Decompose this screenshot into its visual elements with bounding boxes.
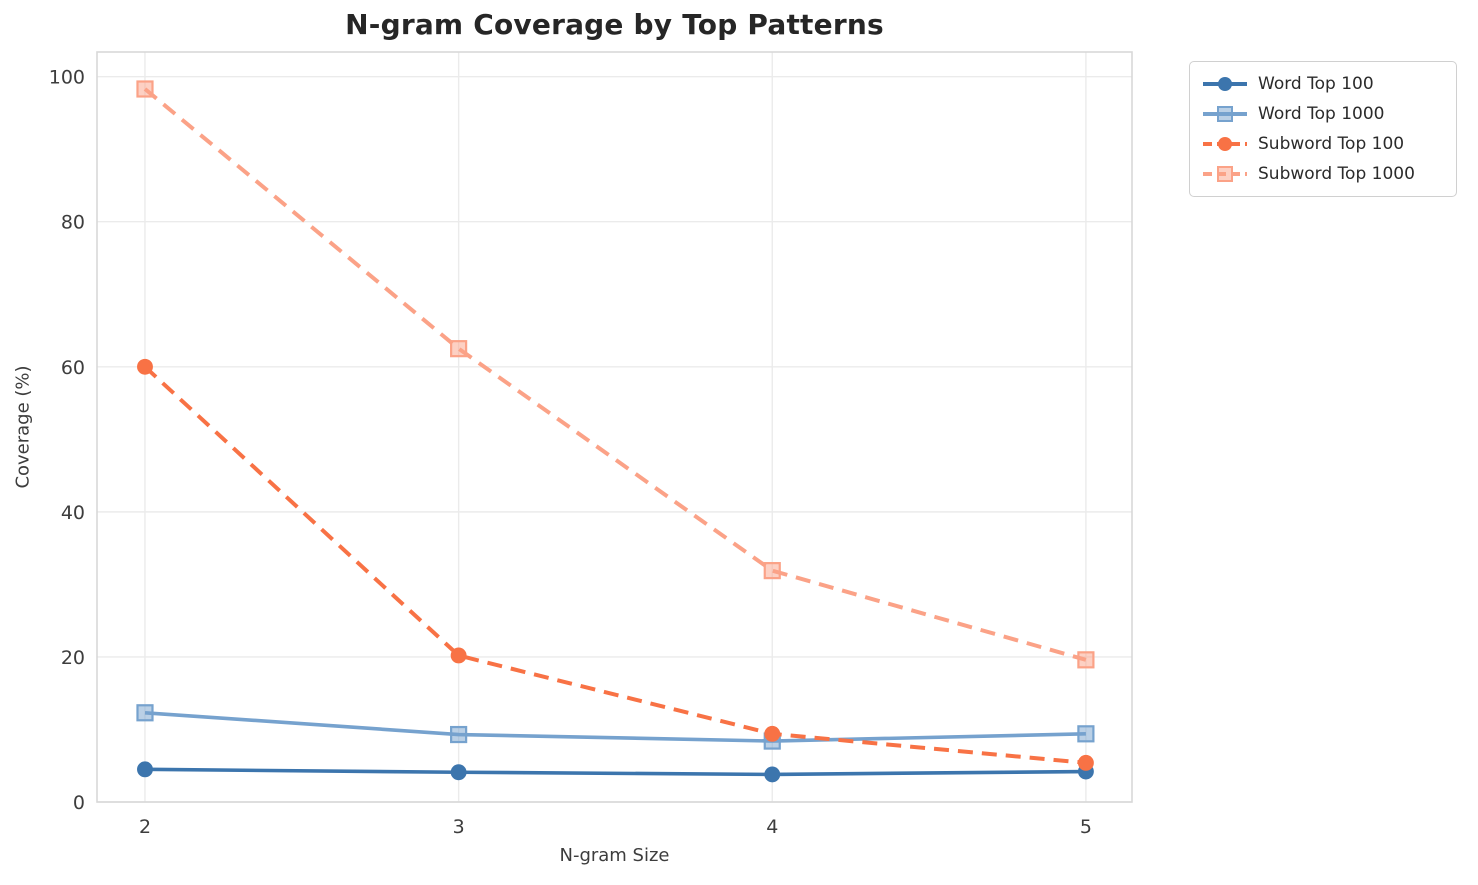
legend-swatch-shape: [1218, 77, 1232, 91]
legend-label: Word Top 100: [1258, 74, 1374, 94]
y-tick-label: 0: [73, 792, 85, 814]
y-tick-label: 100: [49, 67, 85, 89]
data-point-marker: [763, 562, 781, 580]
legend-item: Subword Top 100: [1202, 131, 1444, 157]
legend-swatch-subword-top-1000: [1203, 166, 1247, 182]
data-point-marker: [1077, 754, 1094, 771]
plot-border: [96, 51, 1133, 803]
legend-swatch-subword-top-100: [1203, 137, 1247, 151]
data-point-marker: [450, 725, 468, 744]
legend-label: Subword Top 100: [1258, 134, 1405, 154]
data-point-marker: [1077, 725, 1095, 743]
x-tick-label: 5: [1080, 816, 1092, 838]
x-tick-label: 2: [139, 816, 151, 838]
legend-swatch-word-top-100: [1203, 77, 1247, 91]
legend-swatch-shape: [1217, 166, 1233, 182]
data-point-marker: [764, 766, 781, 783]
legend-swatch-shape: [1217, 106, 1233, 122]
series-line: [143, 87, 1087, 662]
legend-swatch-shape: [1218, 137, 1232, 151]
series-line: [143, 365, 1087, 765]
data-point-marker: [1077, 651, 1095, 669]
legend-swatch-word-top-1000: [1203, 106, 1247, 122]
x-axis-label: N-gram Size: [559, 845, 670, 866]
legend-label: Word Top 1000: [1258, 104, 1385, 124]
y-tick-label: 60: [61, 357, 85, 379]
y-tick-label: 40: [61, 502, 85, 524]
series-line: [144, 767, 1086, 777]
legend-item: Word Top 100: [1202, 71, 1444, 97]
data-point-marker: [136, 80, 154, 98]
data-point-marker: [137, 761, 153, 778]
data-point-marker: [137, 358, 153, 375]
legend-label: Subword Top 1000: [1258, 164, 1415, 184]
data-point-marker: [450, 647, 467, 664]
series-line: [144, 710, 1086, 743]
data-point-marker: [450, 340, 468, 358]
y-tick-label: 20: [61, 647, 85, 669]
data-point-marker: [136, 704, 154, 722]
data-point-marker: [764, 725, 781, 742]
legend: Word Top 100 Word Top 1000 Subword Top 1…: [1189, 61, 1457, 197]
y-tick-label: 80: [61, 212, 85, 234]
data-point-marker: [450, 764, 467, 781]
legend-item: Word Top 1000: [1202, 101, 1444, 127]
x-tick-label: 3: [453, 816, 465, 838]
chart-title: N-gram Coverage by Top Patterns: [345, 8, 884, 41]
x-tick-label: 4: [766, 816, 778, 838]
legend-item: Subword Top 1000: [1202, 161, 1444, 187]
